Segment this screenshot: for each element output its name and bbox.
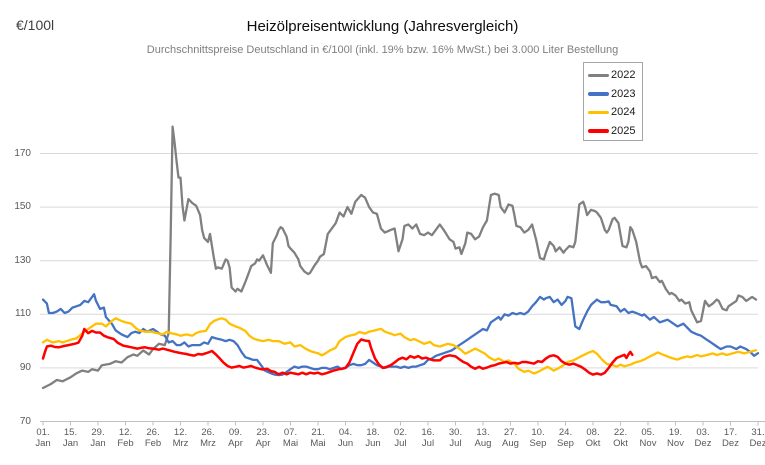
chart-title: Heizölpreisentwicklung (Jahresvergleich) [246, 18, 519, 35]
x-tick-label: 07. Mai [282, 427, 299, 449]
x-tick-label: 12. Mrz [172, 427, 189, 449]
legend-label: 2024 [611, 106, 636, 119]
series-line-2022 [41, 125, 758, 390]
legend-line-swatch-2022-icon [588, 73, 609, 77]
y-tick-label: 130 [14, 254, 31, 266]
legend-item-2023: 2023 [588, 85, 642, 104]
x-tick-label: 09. Apr [228, 427, 243, 449]
x-tick-label: 31. Dez [749, 427, 765, 449]
x-tick-label: 04. Jun [337, 427, 354, 449]
x-tick-label: 10. Sep [529, 427, 547, 449]
x-tick-label: 26. Mrz [200, 427, 216, 449]
legend-label: 2022 [611, 69, 636, 82]
legend-line-swatch-2024-icon [588, 110, 609, 114]
legend-line-swatch-2025-icon [588, 129, 609, 133]
legend-label: 2025 [611, 124, 636, 137]
x-tick-label: 26. Feb [144, 427, 162, 449]
x-tick-label: 15. Jan [62, 427, 79, 449]
x-tick-label: 22. Okt [613, 427, 628, 449]
x-tick-label: 27. Aug [502, 427, 519, 449]
x-tick-label: 18. Jun [365, 427, 381, 449]
legend-item-2025: 2025 [588, 122, 642, 141]
x-tick-label: 05. Nov [639, 427, 657, 449]
legend: 2022 2023 2024 2025 [583, 62, 643, 141]
x-tick-label: 29. Jan [90, 427, 106, 449]
x-tick-label: 23. Apr [255, 427, 271, 449]
x-tick-label: 02. Jul [393, 427, 408, 449]
x-tick-label: 13. Aug [474, 427, 492, 449]
x-tick-label: 19. Nov [667, 427, 684, 449]
legend-label: 2023 [611, 87, 636, 100]
series-line-2024 [41, 317, 758, 375]
x-tick-label: 01. Jan [35, 427, 51, 449]
x-tick-label: 16. Jul [421, 427, 435, 449]
y-tick-label: 170 [14, 147, 31, 159]
x-tick-label: 21. Mai [310, 427, 326, 449]
x-tick-label: 24. Sep [557, 427, 574, 449]
y-tick-label: 90 [19, 361, 31, 373]
x-tick-label: 30. Jul [448, 427, 463, 449]
x-tick-label: 03. Dez [694, 427, 712, 449]
x-tick-label: 17. Dez [722, 427, 739, 449]
chart-subtitle: Durchschnittspreise Deutschland in €/100… [146, 44, 619, 56]
legend-item-2022: 2022 [588, 66, 642, 85]
x-tick-label: 12. Feb [117, 427, 134, 449]
y-tick-label: 150 [14, 201, 31, 213]
y-axis-unit-label: €/100l [16, 17, 55, 33]
series-line-2025 [41, 327, 634, 376]
legend-line-swatch-2023-icon [588, 92, 609, 96]
legend-item-2024: 2024 [588, 103, 642, 122]
y-tick-label: 110 [15, 308, 31, 320]
y-tick-label: 70 [19, 415, 31, 427]
x-tick-label: 08. Okt [585, 427, 601, 449]
